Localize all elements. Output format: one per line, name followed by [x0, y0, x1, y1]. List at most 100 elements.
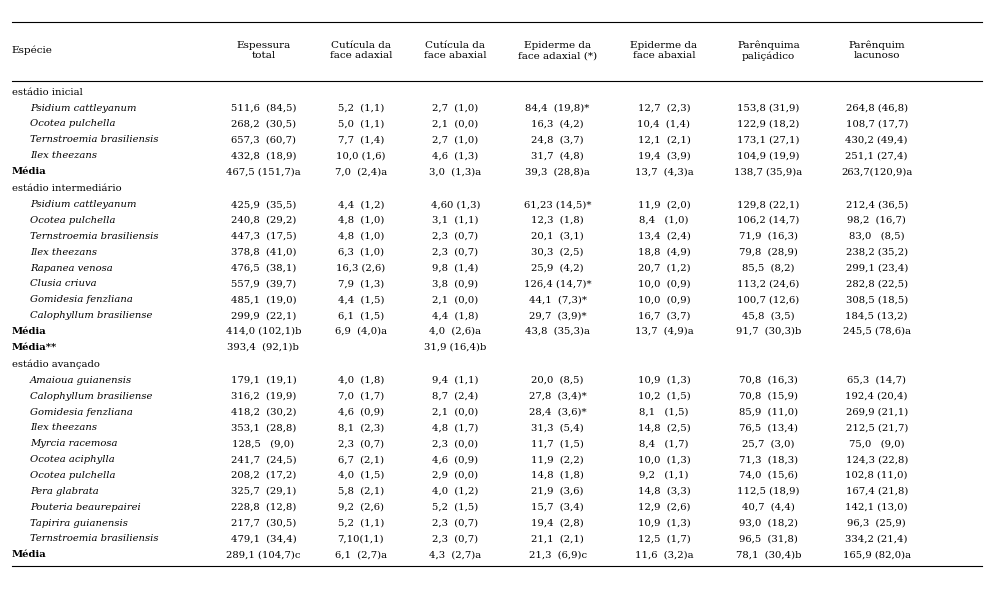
Text: 7,7  (1,4): 7,7 (1,4) — [338, 135, 384, 145]
Text: 11,9  (2,2): 11,9 (2,2) — [531, 455, 584, 464]
Text: 83,0   (8,5): 83,0 (8,5) — [849, 232, 905, 241]
Text: 91,7  (30,3)b: 91,7 (30,3)b — [736, 327, 801, 336]
Text: 85,5  (8,2): 85,5 (8,2) — [743, 263, 794, 272]
Text: 192,4 (20,4): 192,4 (20,4) — [846, 392, 908, 401]
Text: 13,4  (2,4): 13,4 (2,4) — [637, 232, 691, 241]
Text: 10,9  (1,3): 10,9 (1,3) — [637, 376, 691, 385]
Text: 228,8  (12,8): 228,8 (12,8) — [231, 502, 296, 512]
Text: estádio intermediário: estádio intermediário — [12, 184, 121, 193]
Text: Psidium cattleyanum: Psidium cattleyanum — [30, 200, 136, 209]
Text: 98,2  (16,7): 98,2 (16,7) — [847, 216, 907, 225]
Text: 10,4  (1,4): 10,4 (1,4) — [637, 119, 691, 129]
Text: 299,1 (23,4): 299,1 (23,4) — [846, 263, 908, 272]
Text: 20,7  (1,2): 20,7 (1,2) — [638, 263, 690, 272]
Text: 10,2  (1,5): 10,2 (1,5) — [637, 392, 691, 401]
Text: 557,9  (39,7): 557,9 (39,7) — [231, 279, 296, 288]
Text: 2,3  (0,7): 2,3 (0,7) — [432, 248, 478, 256]
Text: 79,8  (28,9): 79,8 (28,9) — [739, 248, 798, 256]
Text: 4,8  (1,7): 4,8 (1,7) — [432, 423, 478, 432]
Text: 5,2  (1,1): 5,2 (1,1) — [338, 518, 384, 528]
Text: 245,5 (78,6)a: 245,5 (78,6)a — [843, 327, 911, 336]
Text: 2,3  (0,7): 2,3 (0,7) — [432, 232, 478, 241]
Text: 45,8  (3,5): 45,8 (3,5) — [743, 311, 794, 320]
Text: 142,1 (13,0): 142,1 (13,0) — [845, 502, 909, 512]
Text: 447,3  (17,5): 447,3 (17,5) — [231, 232, 296, 241]
Text: 308,5 (18,5): 308,5 (18,5) — [846, 295, 908, 304]
Text: 4,8  (1,0): 4,8 (1,0) — [338, 232, 384, 241]
Text: 21,1  (2,1): 21,1 (2,1) — [531, 534, 584, 544]
Text: 353,1  (28,8): 353,1 (28,8) — [231, 423, 296, 432]
Text: Ternstroemia brasiliensis: Ternstroemia brasiliensis — [30, 135, 158, 145]
Text: Parênquim
lacunoso: Parênquim lacunoso — [849, 41, 905, 60]
Text: 212,4 (36,5): 212,4 (36,5) — [846, 200, 908, 209]
Text: 13,7  (4,9)a: 13,7 (4,9)a — [634, 327, 694, 336]
Text: Tapirira guianensis: Tapirira guianensis — [30, 518, 127, 528]
Text: 393,4  (92,1)b: 393,4 (92,1)b — [228, 343, 299, 352]
Text: 11,9  (2,0): 11,9 (2,0) — [637, 200, 691, 209]
Text: 3,8  (0,9): 3,8 (0,9) — [432, 279, 478, 288]
Text: 476,5  (38,1): 476,5 (38,1) — [231, 263, 296, 272]
Text: 2,9  (0,0): 2,9 (0,0) — [432, 471, 478, 480]
Text: 167,4 (21,8): 167,4 (21,8) — [846, 487, 908, 496]
Text: 2,1  (0,0): 2,1 (0,0) — [432, 295, 478, 304]
Text: estádio avançado: estádio avançado — [12, 360, 99, 369]
Text: Amaioua guianensis: Amaioua guianensis — [30, 376, 132, 385]
Text: 31,3  (5,4): 31,3 (5,4) — [531, 423, 584, 432]
Text: 43,8  (35,3)a: 43,8 (35,3)a — [525, 327, 590, 336]
Text: 122,9 (18,2): 122,9 (18,2) — [738, 119, 799, 129]
Text: 153,8 (31,9): 153,8 (31,9) — [738, 103, 799, 113]
Text: 4,4  (1,2): 4,4 (1,2) — [338, 200, 384, 209]
Text: 74,0  (15,6): 74,0 (15,6) — [739, 471, 798, 480]
Text: Média: Média — [12, 550, 47, 560]
Text: Cutícula da
face abaxial: Cutícula da face abaxial — [423, 41, 487, 60]
Text: Ocotea pulchella: Ocotea pulchella — [30, 471, 115, 480]
Text: 12,5  (1,7): 12,5 (1,7) — [637, 534, 691, 544]
Text: 6,7  (2,1): 6,7 (2,1) — [338, 455, 384, 464]
Text: 96,5  (31,8): 96,5 (31,8) — [739, 534, 798, 544]
Text: 217,7  (30,5): 217,7 (30,5) — [231, 518, 296, 528]
Text: 20,0  (8,5): 20,0 (8,5) — [532, 376, 583, 385]
Text: 325,7  (29,1): 325,7 (29,1) — [231, 487, 296, 496]
Text: Clusia criuva: Clusia criuva — [30, 279, 96, 288]
Text: 316,2  (19,9): 316,2 (19,9) — [231, 392, 296, 401]
Text: 10,0 (1,6): 10,0 (1,6) — [336, 151, 386, 161]
Text: 8,1   (1,5): 8,1 (1,5) — [639, 408, 689, 416]
Text: 12,3  (1,8): 12,3 (1,8) — [531, 216, 584, 225]
Text: Epiderme da
face abaxial: Epiderme da face abaxial — [630, 41, 698, 60]
Text: 263,7(120,9)a: 263,7(120,9)a — [841, 167, 912, 176]
Text: 39,3  (28,8)a: 39,3 (28,8)a — [525, 167, 590, 176]
Text: 16,7  (3,7): 16,7 (3,7) — [638, 311, 690, 320]
Text: Psidium cattleyanum: Psidium cattleyanum — [30, 103, 136, 113]
Text: 4,8  (1,0): 4,8 (1,0) — [338, 216, 384, 225]
Text: 100,7 (12,6): 100,7 (12,6) — [738, 295, 799, 304]
Text: 10,9  (1,3): 10,9 (1,3) — [637, 518, 691, 528]
Text: 8,4   (1,0): 8,4 (1,0) — [639, 216, 689, 225]
Text: 138,7 (35,9)a: 138,7 (35,9)a — [735, 167, 802, 176]
Text: 2,7  (1,0): 2,7 (1,0) — [432, 135, 478, 145]
Text: Média: Média — [12, 167, 47, 176]
Text: Espessura
total: Espessura total — [237, 41, 290, 60]
Text: 70,8  (16,3): 70,8 (16,3) — [739, 376, 798, 385]
Text: 10,0  (1,3): 10,0 (1,3) — [637, 455, 691, 464]
Text: 16,3 (2,6): 16,3 (2,6) — [336, 263, 386, 272]
Text: 4,6  (0,9): 4,6 (0,9) — [338, 408, 384, 416]
Text: 106,2 (14,7): 106,2 (14,7) — [738, 216, 799, 225]
Text: 25,7  (3,0): 25,7 (3,0) — [743, 439, 794, 448]
Text: 4,6  (0,9): 4,6 (0,9) — [432, 455, 478, 464]
Text: 10,0  (0,9): 10,0 (0,9) — [638, 295, 690, 304]
Text: 268,2  (30,5): 268,2 (30,5) — [231, 119, 296, 129]
Text: 40,7  (4,4): 40,7 (4,4) — [742, 502, 795, 512]
Text: 21,9  (3,6): 21,9 (3,6) — [532, 487, 583, 496]
Text: Gomidesia fenzliana: Gomidesia fenzliana — [30, 295, 132, 304]
Text: 126,4 (14,7)*: 126,4 (14,7)* — [524, 279, 591, 288]
Text: 173,1 (27,1): 173,1 (27,1) — [738, 135, 799, 145]
Text: 65,3  (14,7): 65,3 (14,7) — [847, 376, 907, 385]
Text: 96,3  (25,9): 96,3 (25,9) — [847, 518, 907, 528]
Text: 4,4  (1,5): 4,4 (1,5) — [338, 295, 384, 304]
Text: 2,3  (0,0): 2,3 (0,0) — [432, 439, 478, 448]
Text: Calophyllum brasiliense: Calophyllum brasiliense — [30, 392, 152, 401]
Text: 11,6  (3,2)a: 11,6 (3,2)a — [635, 550, 693, 560]
Text: 18,8  (4,9): 18,8 (4,9) — [637, 248, 691, 256]
Text: 5,0  (1,1): 5,0 (1,1) — [338, 119, 384, 129]
Text: 19,4  (2,8): 19,4 (2,8) — [531, 518, 584, 528]
